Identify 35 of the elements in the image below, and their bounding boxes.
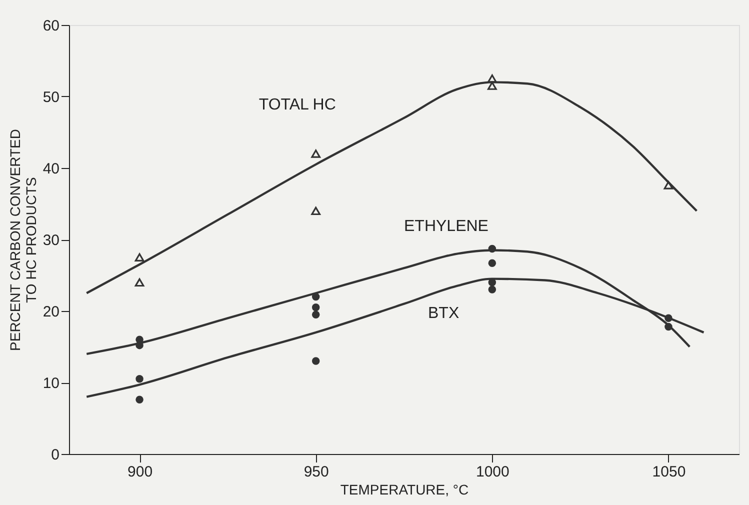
point (312, 292, 320, 301)
point (311, 206, 321, 216)
point (312, 310, 320, 318)
y-tick-label: 40 (42, 160, 60, 178)
series-label: ETHYLENE (404, 218, 488, 236)
point (664, 322, 672, 331)
point (488, 259, 496, 267)
point (311, 150, 321, 158)
y-axis-title: PERCENT CARBON CONVERTED TO HC PRODUCTS (6, 129, 39, 351)
point (664, 314, 672, 322)
text: TOTAL HC (258, 96, 336, 114)
point (488, 244, 496, 253)
x-tick-label: 900 (128, 464, 153, 480)
y-tick-label: 20 (42, 304, 60, 320)
x-axis-title: TEMPERATURE, °C (340, 482, 469, 498)
y-tick-label: 50 (42, 89, 60, 106)
point (136, 375, 144, 383)
x-tick-label: 950 (304, 464, 329, 480)
series-label: BTX (428, 304, 460, 322)
point (664, 181, 674, 190)
point (312, 357, 320, 365)
x-tick-label: 1050 (652, 464, 686, 480)
point (488, 286, 496, 294)
point (134, 278, 144, 287)
x-tick-label: 1000 (476, 464, 510, 480)
y-tick-label: 60 (42, 18, 60, 34)
point (487, 74, 497, 83)
y-tick-label: 0 (51, 446, 60, 464)
y-tick-label: 10 (42, 375, 60, 392)
point (312, 304, 320, 312)
point (136, 396, 144, 404)
point (488, 278, 496, 286)
point (487, 82, 497, 90)
point (134, 253, 144, 262)
y-tick-label: 30 (42, 232, 60, 249)
